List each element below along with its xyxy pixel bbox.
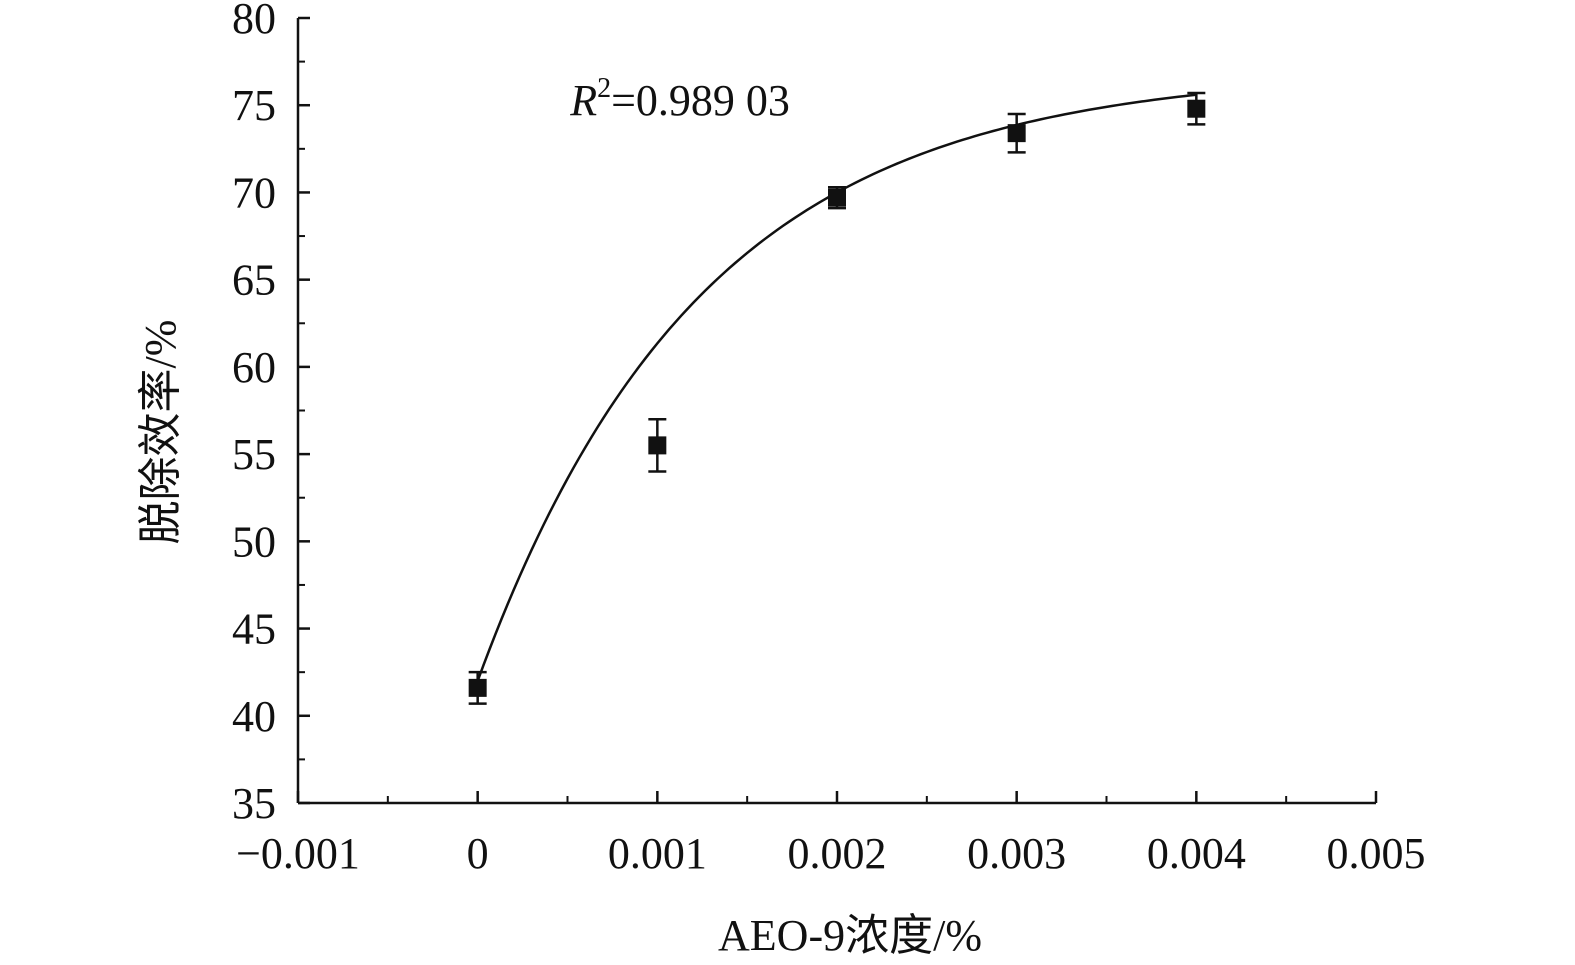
point-marker	[468, 678, 487, 697]
y-tick-label: 70	[232, 168, 276, 217]
x-tick-label: 0.003	[967, 829, 1066, 878]
point-marker	[1007, 124, 1026, 143]
r-squared-value: =0.989 03	[611, 76, 790, 125]
y-tick-label: 60	[232, 343, 276, 392]
plot-area: −0.001 0 0.001 0.002 0.003 0.004 0.005 35 40 45 5…	[232, 0, 1426, 878]
x-tick-label: −0.001	[236, 829, 360, 878]
y-tick-label: 75	[232, 81, 276, 130]
y-tick-label: 35	[232, 779, 276, 828]
point-marker	[828, 188, 846, 207]
x-tick-label: 0.005	[1327, 829, 1426, 878]
y-tick-label: 50	[232, 517, 276, 566]
data-points	[468, 91, 1206, 705]
point-marker	[648, 436, 667, 455]
x-ticks: −0.001 0 0.001 0.002 0.003 0.004 0.005	[236, 791, 1426, 878]
fit-curve-group	[476, 93, 1197, 682]
x-tick-label: 0.002	[788, 829, 887, 878]
data-point	[828, 185, 846, 210]
point-marker	[1187, 99, 1206, 118]
x-axis-title: AEO-9浓度/%	[718, 911, 982, 960]
data-point	[1187, 91, 1206, 126]
y-tick-label: 65	[232, 256, 276, 305]
y-ticks: 35 40 45 50 55 60 65 70 75 80	[232, 0, 310, 828]
data-point	[1007, 112, 1026, 154]
y-tick-label: 45	[232, 605, 276, 654]
y-tick-label: 80	[232, 0, 276, 43]
r-squared-annotation: R2=0.989 03	[569, 73, 790, 125]
r-symbol: R	[569, 76, 597, 125]
y-axis-title: 脱除效率/%	[136, 320, 185, 545]
y-tick-label: 40	[232, 692, 276, 741]
data-point	[648, 417, 667, 473]
r-superscript: 2	[597, 73, 611, 104]
data-point	[468, 670, 487, 705]
x-tick-label: 0.001	[608, 829, 707, 878]
fit-curve	[476, 93, 1197, 682]
y-tick-label: 55	[232, 430, 276, 479]
x-tick-label: 0.004	[1147, 829, 1246, 878]
x-tick-label: 0	[467, 829, 489, 878]
